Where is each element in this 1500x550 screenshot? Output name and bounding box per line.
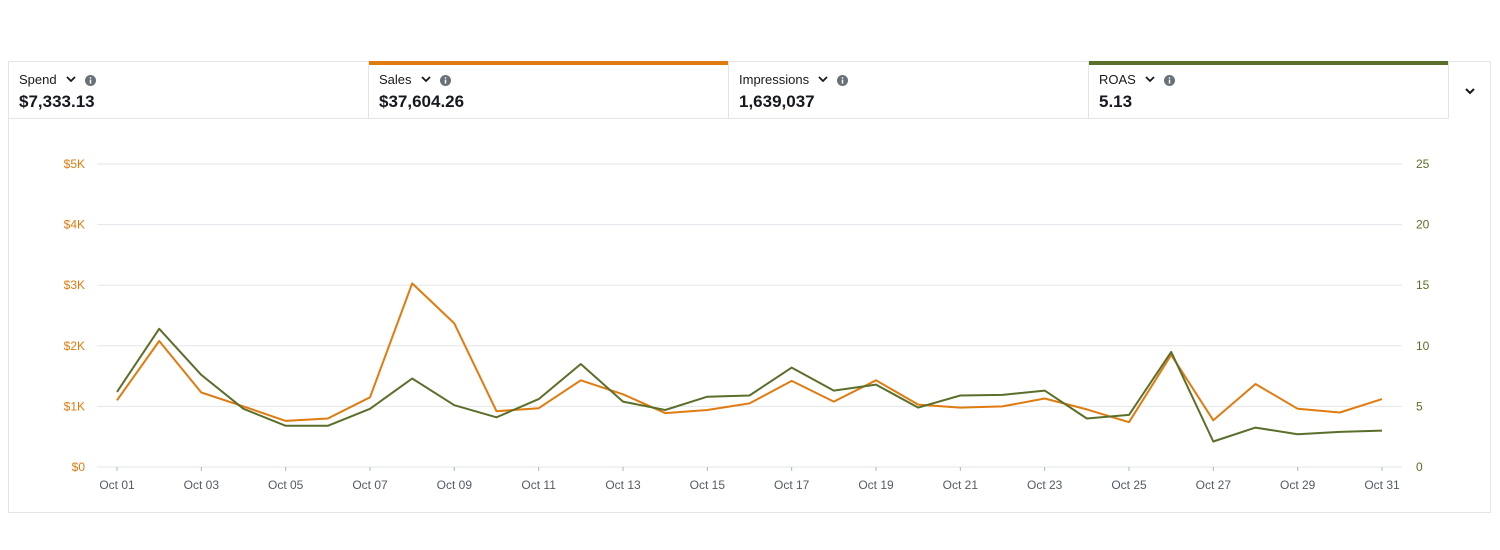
- chevron-down-icon[interactable]: [420, 73, 432, 85]
- axis-ticks: $0 $1K $2K $3K $4K $5K 0 5 10 15 20 25 Oct 01 Oct 03 O…: [64, 157, 1430, 492]
- info-icon[interactable]: [1163, 74, 1175, 86]
- x-tick-label: Oct 07: [352, 478, 388, 492]
- x-tick-label: Oct 09: [437, 478, 473, 492]
- x-tick-label: Oct 13: [605, 478, 641, 492]
- y-right-tick-label: 20: [1416, 218, 1430, 232]
- x-tick-label: Oct 25: [1111, 478, 1147, 492]
- metric-tab-label: Spend: [19, 71, 57, 87]
- metric-selector-row: Spend $7,333.13 Sales $37,: [9, 61, 1449, 119]
- chevron-down-icon[interactable]: [817, 73, 829, 85]
- metric-tab-indicator: [369, 61, 728, 65]
- metric-tab-label: Sales: [379, 71, 412, 87]
- info-icon[interactable]: [837, 74, 849, 86]
- metric-tab-label: Impressions: [739, 71, 810, 87]
- x-tick-label: Oct 05: [268, 478, 304, 492]
- y-left-tick-label: $3K: [64, 278, 85, 292]
- x-tick-label: Oct 03: [184, 478, 220, 492]
- x-tick-label: Oct 11: [521, 478, 556, 492]
- expand-metrics-button[interactable]: [1449, 62, 1490, 119]
- gridlines: [97, 163, 1402, 468]
- x-tick-label: Oct 15: [690, 478, 726, 492]
- y-left-tick-label: $2K: [64, 339, 85, 353]
- y-right-tick-label: 10: [1416, 339, 1430, 353]
- chevron-down-icon: [1464, 87, 1475, 94]
- metric-tab-indicator: [1089, 61, 1448, 65]
- x-tick-label: Oct 21: [943, 478, 979, 492]
- series-lines: [116, 282, 1383, 443]
- x-tick-label: Oct 27: [1196, 478, 1232, 492]
- metric-tab-value: $37,604.26: [379, 92, 465, 111]
- x-tick-label: Oct 23: [1027, 478, 1063, 492]
- metric-tab-spend[interactable]: Spend $7,333.13: [9, 62, 369, 119]
- y-left-tick-label: $0: [72, 460, 86, 474]
- metric-tab-value: 1,639,037: [739, 92, 815, 111]
- y-left-tick-label: $5K: [64, 157, 85, 171]
- performance-panel: Spend $7,333.13 Sales $37,: [8, 61, 1491, 513]
- y-left-tick-label: $4K: [64, 218, 85, 232]
- x-tick-label: Oct 17: [774, 478, 810, 492]
- metric-tab-value: 5.13: [1099, 92, 1133, 111]
- y-right-tick-label: 5: [1416, 399, 1423, 413]
- line-chart: $0 $1K $2K $3K $4K $5K 0 5 10 15 20 25 Oct 01 Oct 03 O…: [64, 157, 1430, 492]
- x-tick-label: Oct 19: [858, 478, 894, 492]
- metric-tab-impressions[interactable]: Impressions 1,639,037: [729, 62, 1089, 119]
- x-tick-label: Oct 01: [99, 478, 135, 492]
- y-right-tick-label: 0: [1416, 460, 1423, 474]
- info-icon[interactable]: [84, 74, 96, 86]
- x-tick-label: Oct 29: [1280, 478, 1316, 492]
- chevron-down-icon[interactable]: [65, 73, 77, 85]
- metric-tab-sales[interactable]: Sales $37,604.26: [369, 61, 729, 119]
- metric-tab-roas[interactable]: ROAS 5.13: [1089, 61, 1449, 119]
- series-line-sales: [116, 282, 1383, 424]
- metric-tab-value: $7,333.13: [19, 92, 95, 111]
- chevron-down-icon[interactable]: [1144, 73, 1156, 85]
- series-line-roas: [116, 327, 1383, 443]
- y-right-tick-label: 25: [1416, 157, 1430, 171]
- y-right-tick-label: 15: [1416, 278, 1430, 292]
- y-left-tick-label: $1K: [64, 399, 85, 413]
- metric-tab-label: ROAS: [1099, 71, 1136, 87]
- info-icon[interactable]: [439, 74, 451, 86]
- x-tick-label: Oct 31: [1364, 478, 1400, 492]
